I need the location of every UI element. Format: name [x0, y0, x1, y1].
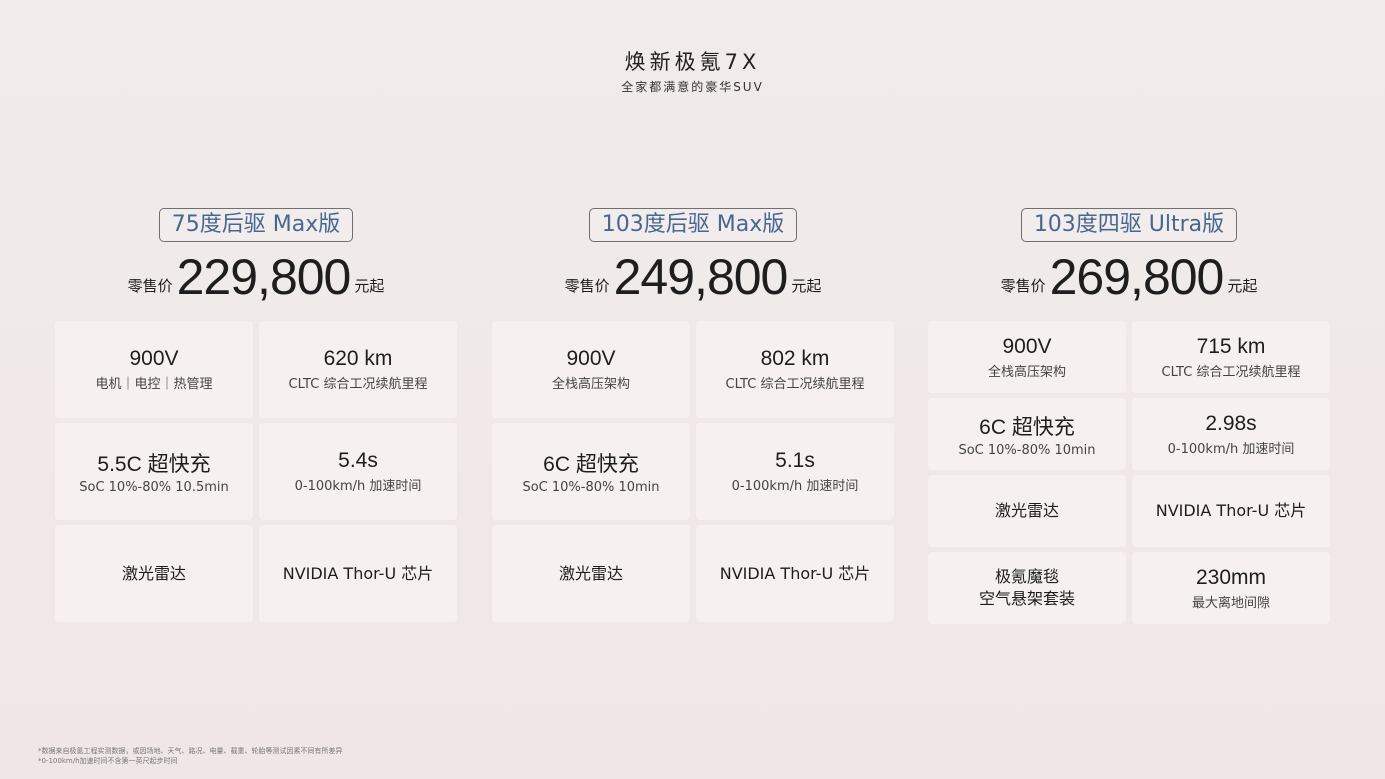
spec-card: 900V 全栈高压架构	[492, 321, 690, 418]
spec-label: CLTC 综合工况续航里程	[288, 377, 428, 392]
spec-card: 900V 全栈高压架构	[928, 321, 1126, 393]
spec-card: 620 km CLTC 综合工况续航里程	[259, 321, 457, 418]
spec-card: 极氪魔毯 空气悬架套装	[928, 552, 1126, 624]
price-suffix: 元起	[1227, 277, 1258, 295]
spec-value: 5.4s	[338, 449, 378, 472]
spec-value: 802 km	[760, 347, 830, 370]
spec-card: 激光雷达	[928, 475, 1126, 547]
spec-label: 全栈高压架构	[551, 377, 630, 392]
spec-main: NVIDIA Thor-U 芯片	[1155, 501, 1307, 520]
price-row: 零售价 269,800 元起	[928, 248, 1330, 306]
spec-value: 620 km	[323, 347, 393, 370]
spec-value: 6C 超快充	[543, 453, 639, 476]
price-row: 零售价 229,800 元起	[55, 248, 457, 306]
price-value: 229,800	[176, 249, 352, 305]
footnote: *数据来自极氪工程实测数据，或因场地、天气、路况、电量、载重、轮胎等测试因素不同…	[38, 747, 343, 755]
price-prefix: 零售价	[564, 277, 610, 295]
variant-badge: 103度后驱 Max版	[588, 208, 798, 242]
spec-card: 5.1s 0-100km/h 加速时间	[696, 423, 894, 520]
spec-main: 激光雷达	[558, 563, 623, 583]
spec-card: 5.5C 超快充 SoC 10%-80% 10.5min	[55, 423, 253, 520]
spec-label: SoC 10%-80% 10min	[522, 480, 660, 495]
spec-label: SoC 10%-80% 10.5min	[79, 480, 229, 495]
spec-card: 715 km CLTC 综合工况续航里程	[1132, 321, 1330, 393]
spec-card: 激光雷达	[492, 525, 690, 622]
spec-card: 5.4s 0-100km/h 加速时间	[259, 423, 457, 520]
spec-label: 电机｜电控｜热管理	[95, 377, 213, 392]
spec-grid: 900V 全栈高压架构 802 km CLTC 综合工况续航里程 6C 超快充 SoC 1…	[492, 321, 894, 627]
spec-value: 715 km	[1196, 334, 1266, 358]
spec-label: CLTC 综合工况续航里程	[1161, 364, 1301, 380]
spec-card: 6C 超快充 SoC 10%-80% 10min	[492, 423, 690, 520]
spec-value: 5.5C 超快充	[97, 453, 211, 476]
spec-value: 900V	[1002, 334, 1052, 358]
spec-main: 激光雷达	[994, 501, 1059, 520]
spec-value: 5.1s	[775, 449, 815, 472]
spec-card: NVIDIA Thor-U 芯片	[259, 525, 457, 622]
spec-card: 900V 电机｜电控｜热管理	[55, 321, 253, 418]
footnote: *0-100km/h加速时间不含第一英尺起步时间	[38, 757, 178, 765]
spec-card: 802 km CLTC 综合工况续航里程	[696, 321, 894, 418]
spec-main: 激光雷达	[121, 563, 186, 583]
spec-grid: 900V 电机｜电控｜热管理 620 km CLTC 综合工况续航里程 5.5C 超快充…	[55, 321, 457, 627]
spec-label: 0-100km/h 加速时间	[731, 479, 859, 494]
spec-card: 230mm 最大离地间隙	[1132, 552, 1330, 624]
spec-value: 230mm	[1195, 565, 1267, 589]
price-suffix: 元起	[354, 277, 385, 295]
price-prefix: 零售价	[1000, 277, 1046, 295]
spec-value: 900V	[566, 347, 616, 370]
variant-badge: 75度后驱 Max版	[158, 208, 354, 242]
page-subtitle: 全家都满意的豪华SUV	[621, 80, 764, 94]
variant-column: 103度后驱 Max版 零售价 249,800 元起 900V 全栈高压架构 802…	[492, 208, 894, 622]
spec-main: NVIDIA Thor-U 芯片	[282, 563, 434, 583]
spec-card: NVIDIA Thor-U 芯片	[696, 525, 894, 622]
variant-badge: 103度四驱 Ultra版	[1020, 208, 1238, 242]
price-prefix: 零售价	[127, 277, 173, 295]
spec-label: CLTC 综合工况续航里程	[725, 377, 865, 392]
spec-card: 激光雷达	[55, 525, 253, 622]
variant-column: 103度四驱 Ultra版 零售价 269,800 元起 900V 全栈高压架构 7…	[928, 208, 1330, 624]
price-row: 零售价 249,800 元起	[492, 248, 894, 306]
spec-value: 900V	[129, 347, 179, 370]
spec-label: 最大离地间隙	[1191, 595, 1270, 611]
spec-card: 6C 超快充 SoC 10%-80% 10min	[928, 398, 1126, 470]
spec-main: 极氪魔毯 空气悬架套装	[978, 567, 1075, 608]
spec-label: 全栈高压架构	[987, 364, 1066, 380]
spec-card: 2.98s 0-100km/h 加速时间	[1132, 398, 1330, 470]
price-value: 269,800	[1049, 249, 1225, 305]
spec-label: 0-100km/h 加速时间	[294, 479, 422, 494]
spec-main: NVIDIA Thor-U 芯片	[719, 563, 871, 583]
spec-card: NVIDIA Thor-U 芯片	[1132, 475, 1330, 547]
price-suffix: 元起	[791, 277, 822, 295]
spec-label: 0-100km/h 加速时间	[1167, 441, 1295, 457]
price-value: 249,800	[613, 249, 789, 305]
spec-label: SoC 10%-80% 10min	[958, 442, 1096, 458]
spec-value: 2.98s	[1205, 411, 1257, 435]
page-title: 焕新极氪7X	[624, 50, 761, 74]
spec-value: 6C 超快充	[979, 415, 1075, 439]
footnotes: *数据来自极氪工程实测数据，或因场地、天气、路况、电量、载重、轮胎等测试因素不同…	[38, 746, 343, 766]
variant-column: 75度后驱 Max版 零售价 229,800 元起 900V 电机｜电控｜热管理 6…	[55, 208, 457, 622]
spec-grid: 900V 全栈高压架构 715 km CLTC 综合工况续航里程 6C 超快充 SoC 1…	[928, 321, 1330, 629]
